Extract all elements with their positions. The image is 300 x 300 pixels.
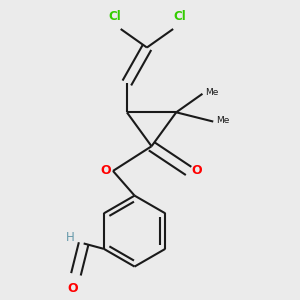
Text: Cl: Cl <box>173 10 186 23</box>
Text: O: O <box>100 164 111 177</box>
Text: Me: Me <box>206 88 219 97</box>
Text: Me: Me <box>216 116 230 124</box>
Text: H: H <box>66 231 74 244</box>
Text: O: O <box>191 164 202 177</box>
Text: O: O <box>68 282 78 295</box>
Text: Cl: Cl <box>108 10 121 23</box>
